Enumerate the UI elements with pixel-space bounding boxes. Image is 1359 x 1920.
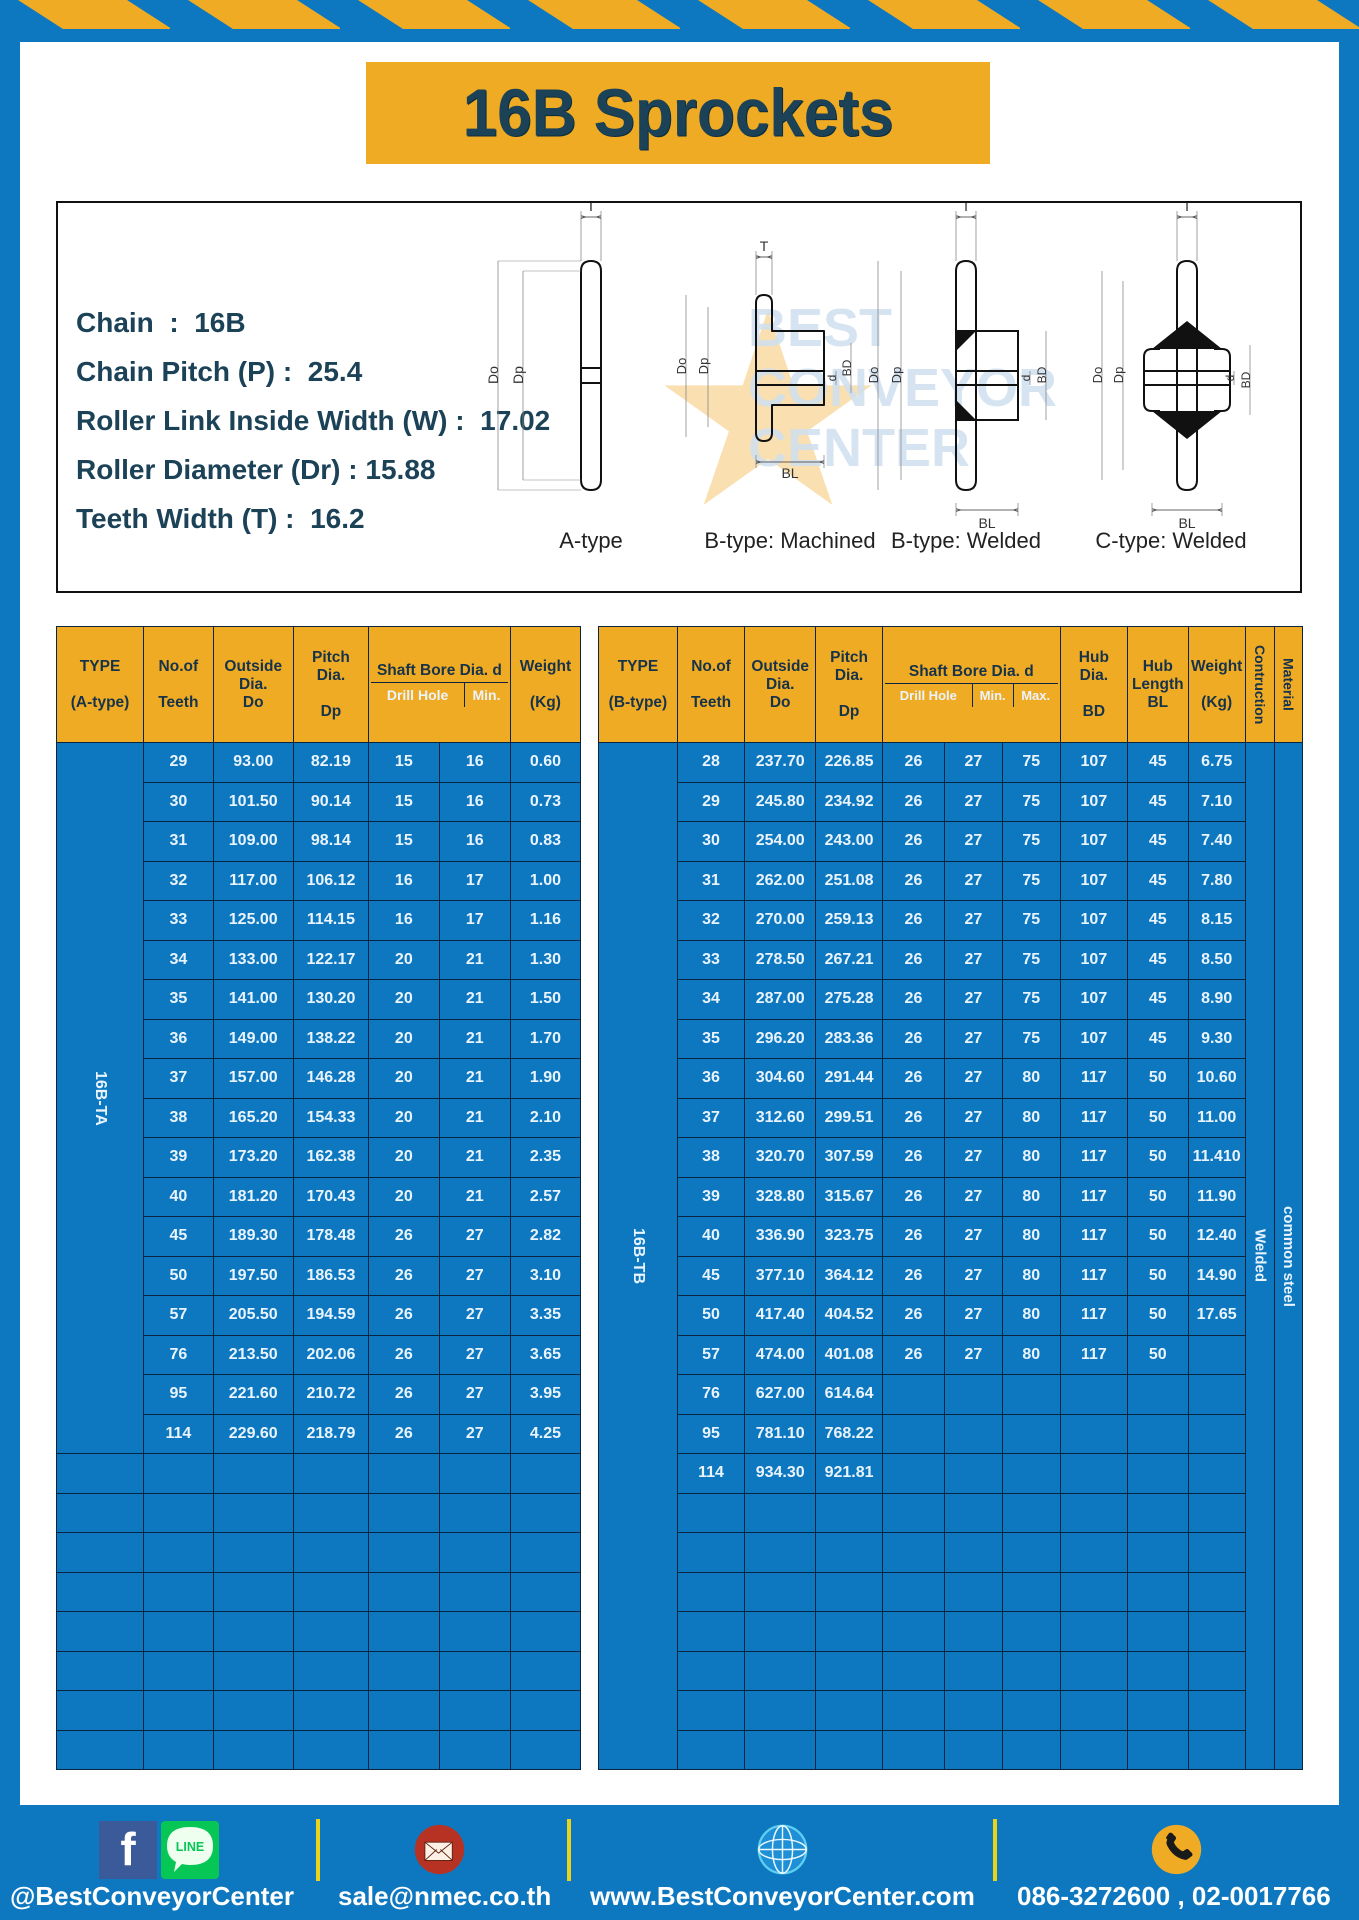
svg-text:Do: Do (485, 366, 501, 384)
svg-text:d: d (1019, 375, 1033, 382)
svg-text:T: T (586, 203, 595, 215)
svg-text:Do: Do (1090, 367, 1105, 384)
svg-text:BD: BD (1239, 371, 1253, 388)
svg-text:C-type: Welded: C-type: Welded (1095, 528, 1246, 553)
svg-text:d: d (1223, 375, 1237, 382)
svg-text:BD: BD (1035, 366, 1049, 383)
svg-text:B-type: Welded: B-type: Welded (891, 528, 1041, 553)
svg-text:A-type: A-type (559, 528, 623, 553)
svg-text:T: T (1183, 203, 1192, 214)
svg-text:Do: Do (674, 358, 689, 375)
svg-text:Dp: Dp (889, 367, 904, 384)
svg-text:Do: Do (866, 367, 881, 384)
svg-text:B-type: Machined: B-type: Machined (704, 528, 875, 553)
svg-text:Dp: Dp (696, 358, 711, 375)
svg-text:BD: BD (840, 359, 854, 376)
svg-text:Dp: Dp (510, 366, 526, 384)
svg-text:LINE: LINE (176, 1840, 204, 1854)
svg-text:f: f (120, 1823, 136, 1875)
svg-text:T: T (760, 238, 769, 254)
svg-text:d: d (825, 375, 839, 382)
svg-text:Dp: Dp (1111, 367, 1126, 384)
svg-text:T: T (962, 203, 971, 214)
svg-text:BL: BL (781, 465, 798, 481)
